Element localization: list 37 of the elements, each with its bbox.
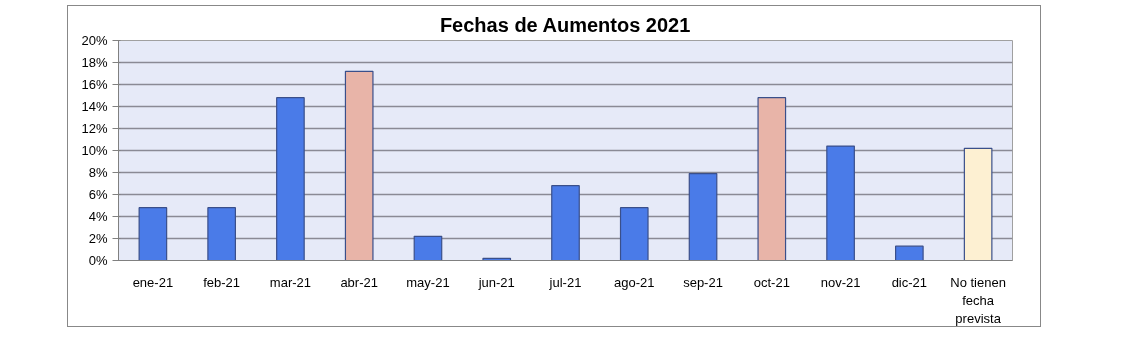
bar [894,245,924,261]
y-tick-label: 2% [88,231,108,246]
y-tick-label: 14% [81,99,108,114]
bar [551,185,580,261]
bar [207,207,237,261]
x-tick-label: jun-21 [477,274,515,290]
y-tick-label: 4% [88,209,108,224]
x-tick-label: may-21 [406,274,450,290]
y-tick-label: 8% [88,165,108,180]
x-tick-label: oct-21 [753,274,790,290]
bar [276,97,305,261]
y-tick-label: 16% [81,77,108,92]
y-tick-label: 12% [81,121,108,136]
x-tick-label: abr-21 [340,274,378,290]
x-tick-label: ene-21 [132,274,174,290]
x-tick-label: No tienen fecha prevista [950,274,1006,326]
y-tick-label: 6% [88,187,108,202]
x-tick-label: mar-21 [269,274,312,290]
x-tick-label: jul-21 [548,274,582,290]
x-tick-label: feb-21 [203,274,241,290]
bar [138,207,168,261]
x-tick-label: ago-21 [614,274,655,290]
x-tick-label: dic-21 [891,274,928,290]
y-tick-label: 10% [81,143,108,158]
chart-title: Fechas de Aumentos 2021 [439,13,691,36]
bar [413,235,443,261]
bar [826,145,855,261]
bar [757,97,787,261]
y-tick-label: 20% [81,33,108,48]
bar [344,70,374,261]
bar [963,147,993,261]
y-tick-label: 0% [88,253,108,268]
bar [619,207,649,261]
x-tick-label: nov-21 [820,274,861,290]
y-tick-label: 18% [81,55,108,70]
bar [688,173,718,261]
x-tick-label: sep-21 [683,274,723,290]
